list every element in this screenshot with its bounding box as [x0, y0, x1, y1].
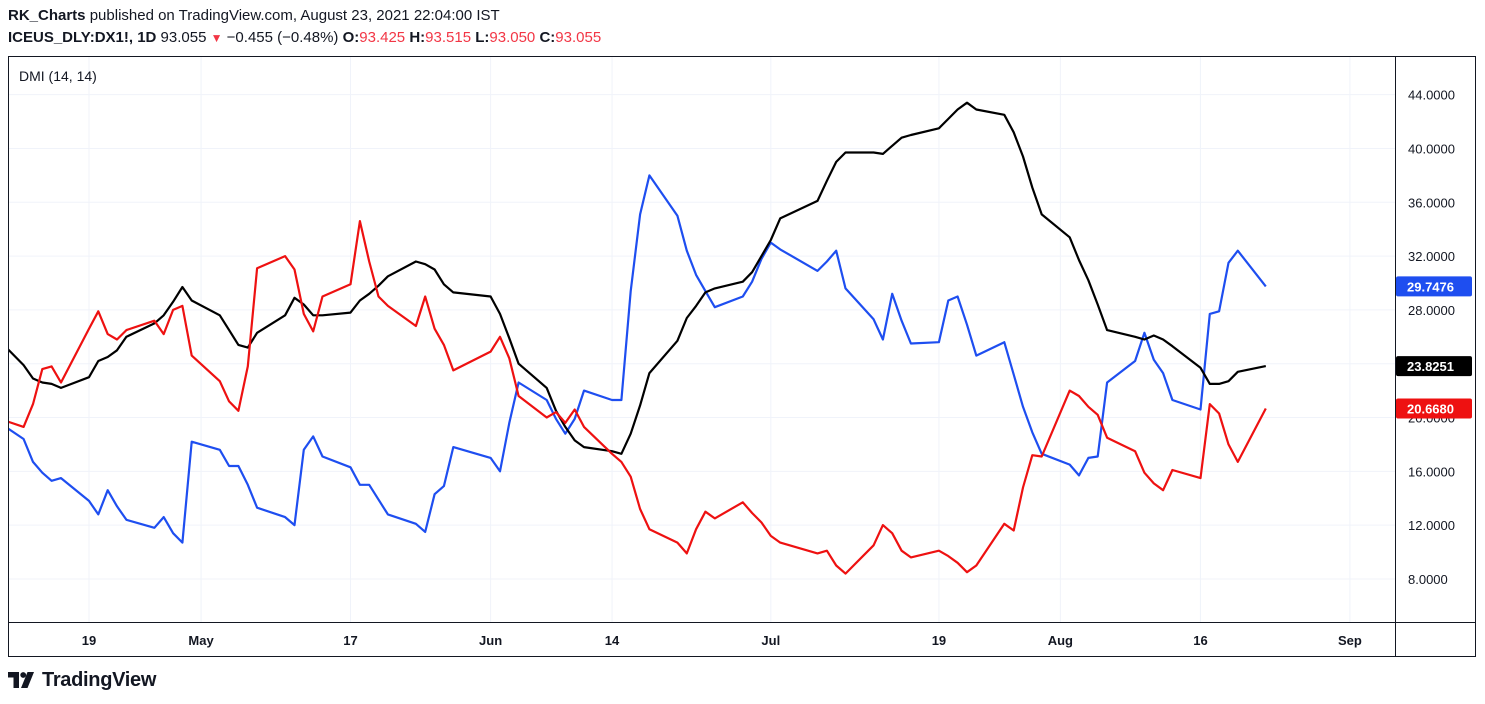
svg-text:20.6680: 20.6680	[1407, 402, 1454, 417]
minus-di-line	[9, 220, 1267, 575]
x-tick-label: Jun	[479, 633, 502, 648]
x-tick-label: 19	[82, 633, 96, 648]
adx-last-badge: 23.8251	[1396, 356, 1472, 377]
indicator-label[interactable]: DMI (14, 14)	[19, 68, 97, 84]
svg-text:29.7476: 29.7476	[1407, 279, 1454, 294]
tradingview-logo-icon	[8, 672, 34, 688]
svg-text:23.8251: 23.8251	[1407, 359, 1454, 374]
plus-di-line	[9, 174, 1267, 544]
close-value: 93.055	[555, 29, 602, 46]
close-label: C:	[539, 29, 556, 46]
high-value: 93.515	[425, 29, 472, 46]
y-tick-label: 8.0000	[1408, 572, 1448, 587]
y-tick-label: 28.0000	[1408, 303, 1455, 318]
high-label: H:	[409, 29, 426, 46]
price-change: −0.455 (−0.48%)	[226, 29, 339, 46]
x-tick-label: Jul	[761, 633, 780, 648]
y-tick-label: 12.0000	[1408, 518, 1455, 533]
symbol-legend: ICEUS_DLY:DX1!, 1D 93.055 ▼ −0.455 (−0.4…	[8, 29, 601, 47]
x-tick-label: May	[188, 633, 214, 648]
plus-di-last-badge: 29.7476	[1396, 276, 1472, 297]
x-tick-label: Aug	[1048, 633, 1073, 648]
low-value: 93.050	[489, 29, 536, 46]
publish-info: RK_Charts published on TradingView.com, …	[8, 7, 500, 25]
x-tick-label: 16	[1193, 633, 1207, 648]
open-label: O:	[342, 29, 360, 46]
adx-line	[9, 101, 1267, 455]
minus-di-last-badge: 20.6680	[1396, 398, 1472, 419]
x-tick-label: Sep	[1338, 633, 1362, 648]
y-tick-label: 40.0000	[1408, 141, 1455, 156]
tradingview-footer[interactable]: TradingView	[8, 668, 157, 691]
open-value: 93.425	[359, 29, 406, 46]
brand-name: TradingView	[42, 668, 157, 691]
x-tick-label: 14	[605, 633, 620, 648]
published-text: published on TradingView.com, August 23,…	[89, 7, 500, 24]
y-tick-label: 32.0000	[1408, 249, 1455, 264]
x-tick-label: 17	[343, 633, 357, 648]
down-arrow-icon: ▼	[210, 31, 223, 45]
low-label: L:	[475, 29, 490, 46]
x-tick-label: 19	[932, 633, 946, 648]
y-tick-label: 16.0000	[1408, 464, 1455, 479]
y-tick-label: 36.0000	[1408, 195, 1455, 210]
author-name[interactable]: RK_Charts	[8, 7, 86, 24]
y-tick-label: 44.0000	[1408, 88, 1455, 103]
last-price: 93.055	[160, 29, 207, 46]
chart-frame	[8, 56, 1476, 657]
symbol-name[interactable]: ICEUS_DLY:DX1!, 1D	[8, 29, 157, 46]
